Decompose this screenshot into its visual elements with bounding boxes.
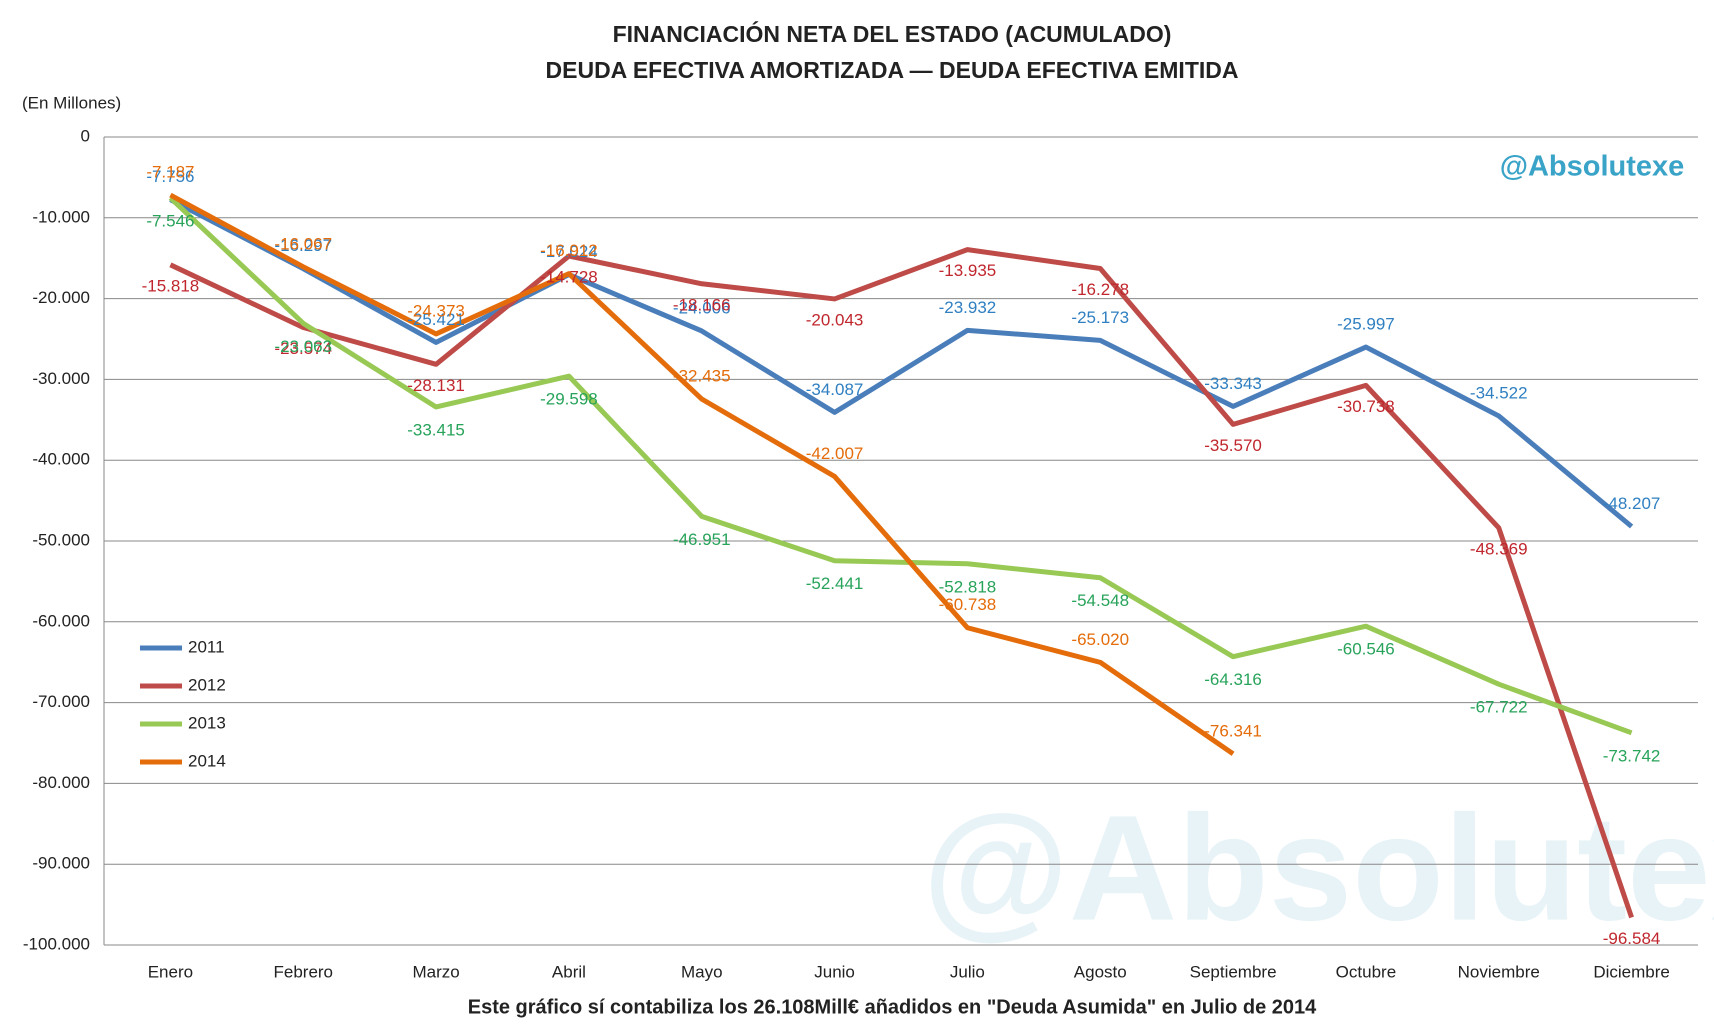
data-label: -25.421 bbox=[407, 310, 465, 329]
x-tick-label: Abril bbox=[552, 962, 586, 981]
data-label: -34.087 bbox=[806, 380, 864, 399]
data-label: -60.546 bbox=[1337, 640, 1395, 659]
x-tick-label: Enero bbox=[148, 962, 193, 981]
data-label: -7.756 bbox=[146, 167, 194, 186]
y-tick-label: -20.000 bbox=[32, 288, 90, 307]
y-tick-label: -10.000 bbox=[32, 207, 90, 226]
y-tick-label: -100.000 bbox=[23, 934, 90, 953]
y-tick-label: -50.000 bbox=[32, 530, 90, 549]
data-label: -32.435 bbox=[673, 367, 731, 386]
data-label: -23.063 bbox=[274, 337, 332, 356]
data-label: -23.932 bbox=[939, 298, 997, 317]
data-label: -16.067 bbox=[274, 234, 332, 253]
data-label: -33.415 bbox=[407, 420, 465, 439]
y-tick-label: -30.000 bbox=[32, 369, 90, 388]
watermark-logo: @Absolutexe bbox=[1500, 151, 1685, 183]
data-label: -52.818 bbox=[939, 577, 997, 596]
data-label: -60.738 bbox=[939, 595, 997, 614]
chart-subtitle: DEUDA EFECTIVA AMORTIZADA — DEUDA EFECTI… bbox=[546, 57, 1239, 83]
data-label: -64.316 bbox=[1204, 670, 1262, 689]
data-label: -24.373 bbox=[407, 301, 465, 320]
data-label: -33.343 bbox=[1204, 374, 1262, 393]
x-tick-label: Febrero bbox=[273, 962, 333, 981]
x-tick-label: Junio bbox=[814, 962, 855, 981]
y-unit-label: (En Millones) bbox=[22, 93, 121, 112]
legend-label: 2014 bbox=[188, 751, 226, 770]
y-tick-label: -80.000 bbox=[32, 773, 90, 792]
series-line bbox=[168, 196, 1633, 736]
data-label: -25.173 bbox=[1071, 308, 1129, 327]
series-line bbox=[169, 197, 1634, 529]
legend-label: 2013 bbox=[188, 713, 226, 732]
y-tick-label: -70.000 bbox=[32, 692, 90, 711]
data-label: -48.207 bbox=[1603, 494, 1661, 513]
x-tick-label: Septiembre bbox=[1190, 962, 1277, 981]
data-label: -46.951 bbox=[673, 530, 731, 549]
data-label: -30.738 bbox=[1337, 397, 1395, 416]
y-tick-label: -60.000 bbox=[32, 611, 90, 630]
legend-label: 2011 bbox=[188, 637, 225, 656]
data-label: -23.574 bbox=[274, 339, 332, 358]
x-tick-label: Mayo bbox=[681, 962, 723, 981]
data-label: -13.935 bbox=[939, 261, 997, 280]
watermark-large: @Absolutexe bbox=[923, 784, 1714, 952]
x-tick-label: Octubre bbox=[1336, 962, 1396, 981]
footnote: Este gráfico sí contabiliza los 26.108Mi… bbox=[468, 996, 1317, 1018]
data-label: -24.006 bbox=[673, 298, 731, 317]
x-tick-label: Noviembre bbox=[1458, 962, 1540, 981]
data-label: -48.369 bbox=[1470, 539, 1528, 558]
data-label: -16.297 bbox=[274, 236, 332, 255]
data-label: -20.043 bbox=[806, 310, 864, 329]
x-tick-label: Agosto bbox=[1074, 962, 1127, 981]
y-tick-label: -40.000 bbox=[32, 450, 90, 469]
data-label: -17.024 bbox=[540, 242, 598, 261]
data-label: -28.131 bbox=[407, 376, 465, 395]
data-label: -52.441 bbox=[806, 574, 864, 593]
series-line bbox=[169, 192, 1235, 756]
x-tick-label: Marzo bbox=[412, 962, 459, 981]
data-label: -16.278 bbox=[1071, 280, 1129, 299]
data-label: -16.912 bbox=[540, 241, 598, 260]
data-label: -7.546 bbox=[146, 211, 194, 230]
data-label: -67.722 bbox=[1470, 698, 1528, 717]
data-label: -73.742 bbox=[1603, 746, 1661, 765]
data-label: -54.548 bbox=[1071, 591, 1129, 610]
data-label: -14.728 bbox=[540, 267, 598, 286]
y-tick-label: -90.000 bbox=[32, 854, 90, 873]
data-label: -35.570 bbox=[1204, 436, 1262, 455]
data-label: -34.522 bbox=[1470, 383, 1528, 402]
data-label: -29.598 bbox=[540, 390, 598, 409]
data-label: -42.007 bbox=[806, 444, 864, 463]
legend-label: 2012 bbox=[188, 675, 226, 694]
data-label: -18.166 bbox=[673, 295, 731, 314]
x-tick-label: Diciembre bbox=[1593, 962, 1670, 981]
series-line bbox=[169, 247, 1634, 919]
y-tick-label: 0 bbox=[81, 126, 90, 145]
data-label: -76.341 bbox=[1204, 721, 1262, 740]
chart-title: FINANCIACIÓN NETA DEL ESTADO (ACUMULADO) bbox=[613, 20, 1172, 47]
x-tick-label: Julio bbox=[950, 962, 985, 981]
data-label: -15.818 bbox=[142, 276, 200, 295]
data-label: -7.187 bbox=[146, 163, 194, 182]
data-label: -25.997 bbox=[1337, 315, 1395, 334]
data-label: -96.584 bbox=[1603, 929, 1661, 948]
data-label: -65.020 bbox=[1071, 630, 1129, 649]
